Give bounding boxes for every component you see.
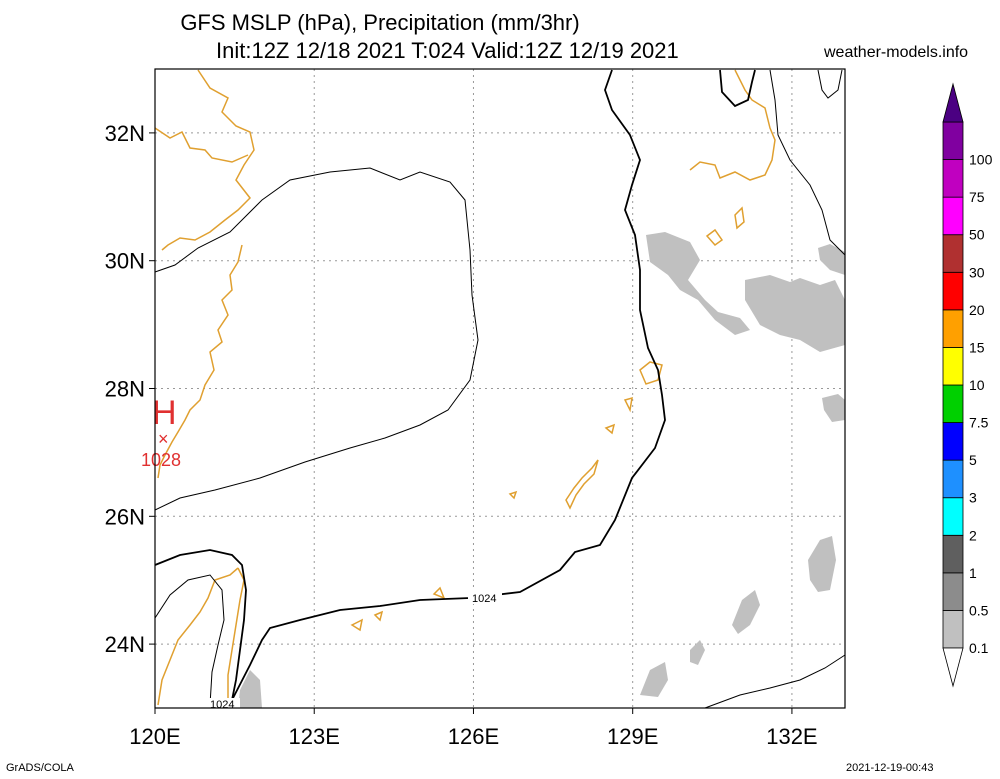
- lon-tick-label: 126E: [448, 724, 499, 749]
- legend-label: 75: [969, 189, 985, 205]
- latitude-axis: 32N 30N 28N 26N 24N: [105, 121, 155, 657]
- isobar-line: [154, 549, 247, 701]
- coastline-china: [154, 127, 249, 163]
- isobar-line: [154, 574, 225, 706]
- lon-tick-label: 132E: [766, 724, 817, 749]
- legend-color-box: [942, 347, 964, 386]
- precip-area: [640, 662, 668, 697]
- precip-area: [646, 232, 750, 335]
- legend-label: 15: [969, 339, 985, 355]
- coastline-ryukyu: [565, 459, 599, 510]
- coastline-ryukyu: [508, 490, 518, 500]
- precip-area: [745, 275, 845, 352]
- legend-label: 10: [969, 377, 985, 393]
- legend-color-box: [942, 497, 964, 536]
- coastline-korea: [689, 69, 776, 181]
- coastline-china: [161, 69, 255, 251]
- legend-top-arrow: [942, 82, 964, 123]
- high-pressure-value: 1028: [141, 450, 181, 470]
- lon-tick-label: 123E: [289, 724, 340, 749]
- isobar-label-bg: [206, 698, 240, 710]
- coastline-ryukyu: [639, 361, 663, 385]
- coastline-ryukyu: [350, 618, 364, 632]
- high-pressure-x-icon: ×: [158, 429, 169, 449]
- lat-tick-label: 28N: [105, 377, 145, 402]
- lat-tick-label: 26N: [105, 504, 145, 529]
- precip-legend: 0.1 0.5 1 2 3 5 7.5 10 15 20 30 50 75 100: [942, 82, 993, 688]
- legend-label: 50: [969, 227, 985, 243]
- high-pressure-letter: H: [152, 394, 177, 432]
- isobar-label-bg: [468, 590, 502, 604]
- legend-label: 7.5: [969, 415, 989, 431]
- isobars: [154, 69, 846, 709]
- isobar-line: [154, 167, 479, 511]
- isobar-line: [817, 69, 843, 99]
- legend-label: 30: [969, 264, 985, 280]
- footer-timestamp: 2021-12-19-00:43: [846, 762, 934, 774]
- precip-areas: [238, 232, 845, 708]
- legend-color-box: [942, 534, 964, 574]
- legend-label: 100: [969, 152, 993, 168]
- legend-color-box: [942, 309, 964, 348]
- longitude-axis: 120E 123E 126E 129E 132E: [129, 708, 818, 749]
- isobar-label: 1024: [210, 699, 234, 711]
- lon-tick-label: 129E: [607, 724, 658, 749]
- legend-color-box: [942, 384, 964, 423]
- lat-tick-label: 32N: [105, 121, 145, 146]
- footer-credit: GrADS/COLA: [6, 762, 74, 774]
- precip-area: [732, 590, 760, 634]
- isobar-line: [704, 654, 846, 709]
- high-pressure-center: H × 1028: [141, 394, 181, 470]
- coastline-ryukyu: [432, 586, 446, 600]
- coastline-ryukyu: [604, 423, 616, 435]
- precip-area: [808, 536, 836, 592]
- coastline-island: [734, 206, 745, 230]
- map-title: GFS MSLP (hPa), Precipitation (mm/3hr): [180, 10, 580, 35]
- isobar-label: 1024: [472, 593, 496, 605]
- isobar-line: [719, 69, 756, 108]
- legend-color-box: [942, 572, 964, 611]
- legend-color-box: [942, 121, 964, 160]
- legend-color-box: [942, 422, 964, 461]
- coastline-kyushu: [705, 228, 724, 247]
- coastline-ryukyu: [623, 396, 633, 413]
- legend-label: 0.1: [969, 640, 989, 656]
- legend-label: 3: [969, 490, 977, 506]
- precip-area: [818, 244, 845, 275]
- coastline-china: [157, 244, 243, 479]
- coastline-ryukyu: [373, 610, 384, 622]
- brand-label: weather-models.info: [824, 44, 969, 61]
- map-subtitle: Init:12Z 12/18 2021 T:024 Valid:12Z 12/1…: [216, 38, 679, 63]
- precip-area: [822, 394, 845, 422]
- legend-color-box: [942, 610, 964, 649]
- legend-label: 2: [969, 527, 977, 543]
- precip-area: [690, 640, 705, 665]
- lon-tick-label: 120E: [129, 724, 180, 749]
- legend-label: 0.5: [969, 602, 989, 618]
- legend-color-box: [942, 459, 964, 499]
- coastlines: [154, 69, 776, 706]
- map-gridlines: [155, 69, 845, 708]
- legend-label: 1: [969, 565, 977, 581]
- lat-tick-label: 30N: [105, 249, 145, 274]
- legend-color-box: [942, 271, 964, 311]
- coastline-taiwan: [157, 567, 239, 706]
- isobar-line: [231, 69, 666, 701]
- legend-label: 5: [969, 452, 977, 468]
- isobar-line: [769, 69, 846, 256]
- legend-color-box: [942, 196, 964, 236]
- precip-area: [238, 670, 262, 708]
- legend-color-box: [942, 234, 964, 273]
- legend-label: 20: [969, 302, 985, 318]
- lat-tick-label: 24N: [105, 632, 145, 657]
- legend-bottom-arrow: [942, 647, 964, 688]
- legend-color-box: [942, 159, 964, 198]
